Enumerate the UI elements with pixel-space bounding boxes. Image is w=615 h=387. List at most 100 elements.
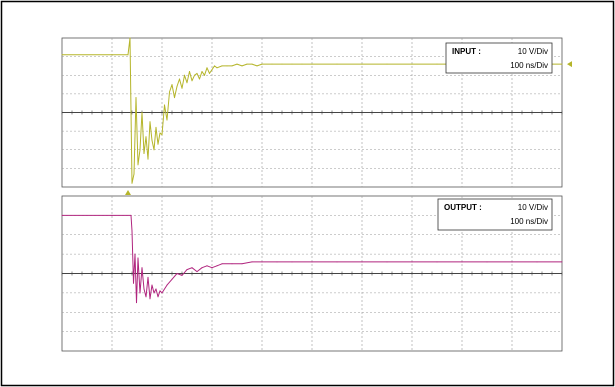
input-trace-point xyxy=(137,164,139,166)
input-trace-point xyxy=(191,80,193,82)
input-trace-point xyxy=(221,65,223,67)
input-trace-point xyxy=(291,63,293,65)
output-trace-point xyxy=(181,274,183,276)
output-trace-point xyxy=(386,261,388,263)
input-trace-point xyxy=(147,158,149,160)
input-volts-per-div: 10 V/Div xyxy=(518,47,548,56)
input-trace-point xyxy=(141,112,143,113)
output-trace-point xyxy=(131,230,133,232)
output-trace-point xyxy=(536,261,538,263)
output-trace-point xyxy=(136,302,137,304)
input-trace-point xyxy=(155,126,157,128)
input-trace-point xyxy=(179,78,180,80)
output-trace-point xyxy=(261,261,263,263)
input-trace-point xyxy=(199,78,200,80)
input-trace-point xyxy=(153,149,155,151)
output-trace-point xyxy=(216,265,218,267)
input-trace-point xyxy=(149,121,151,123)
input-time-per-div: 100 ns/Div xyxy=(510,61,548,70)
output-trace-point xyxy=(231,263,233,265)
output-trace-point xyxy=(191,267,193,269)
input-trace-point xyxy=(261,63,263,65)
input-trace-point xyxy=(184,74,185,76)
input-trace-point xyxy=(131,182,133,184)
input-trace-point xyxy=(174,97,175,99)
input-trace-point xyxy=(281,63,283,65)
output-trace-point xyxy=(133,282,134,284)
output-trace-point xyxy=(206,265,208,267)
input-trace-point xyxy=(211,69,213,71)
output-trace-point xyxy=(139,292,141,294)
input-trace-point xyxy=(256,65,258,67)
input-trace-point xyxy=(201,71,203,72)
output-trace-point xyxy=(134,253,136,255)
input-trace-point xyxy=(135,97,137,99)
output-trace-point xyxy=(130,214,132,216)
input-trace-point xyxy=(189,71,190,72)
output-trace-point xyxy=(561,261,563,263)
output-trace-point xyxy=(291,261,293,263)
input-trace-point xyxy=(194,74,195,76)
input-trigger-marker xyxy=(125,190,131,195)
output-trace-point xyxy=(186,269,188,271)
output-trace-point xyxy=(276,261,278,263)
input-trace-point xyxy=(139,149,141,151)
input-trace-point xyxy=(196,72,198,74)
input-trace-point xyxy=(301,63,303,65)
input-trace-point xyxy=(209,72,210,74)
output-trace-point xyxy=(147,276,149,278)
input-trace-point xyxy=(161,134,163,136)
output-volts-per-div: 10 V/Div xyxy=(518,203,548,212)
input-trace-point xyxy=(231,65,233,67)
output-trace-point xyxy=(241,263,243,265)
output-trace-point xyxy=(111,214,113,216)
input-trace-point xyxy=(271,63,273,65)
output-trace-point xyxy=(161,292,163,294)
input-trace-point xyxy=(561,63,563,65)
output-trace-point xyxy=(221,263,223,265)
input-trace-point xyxy=(176,85,178,87)
input-channel-label: INPUT : xyxy=(452,47,481,56)
output-trace-point xyxy=(149,298,151,300)
input-trace-point xyxy=(246,63,248,65)
input-trace-point xyxy=(361,63,363,65)
output-trace-point xyxy=(486,261,488,263)
input-trace-point xyxy=(129,37,131,39)
output-trace-point xyxy=(196,271,198,273)
input-trace-point xyxy=(186,82,188,84)
output-trace-point xyxy=(145,296,147,298)
input-trace-point xyxy=(236,63,238,65)
output-trace-point xyxy=(436,261,438,263)
output-channel-label: OUTPUT : xyxy=(444,203,482,212)
output-trace-point xyxy=(171,278,173,280)
input-trace-point xyxy=(311,63,313,65)
input-level-marker xyxy=(567,61,572,68)
input-trace-point xyxy=(241,65,243,67)
input-trace-point xyxy=(157,143,159,145)
input-trace-point xyxy=(169,91,170,93)
output-trace-point xyxy=(143,288,145,290)
input-trace-point xyxy=(171,84,173,86)
input-trace-point xyxy=(386,63,388,65)
output-label-box xyxy=(437,198,553,231)
input-trace-point xyxy=(145,136,147,138)
input-trace-point xyxy=(166,119,168,121)
output-trace-point xyxy=(61,214,63,216)
input-trace-point xyxy=(204,74,205,76)
output-trace-point xyxy=(461,261,463,263)
output-trace-point xyxy=(361,261,363,263)
output-trace-point xyxy=(311,261,313,263)
output-trace-point xyxy=(411,261,413,263)
input-trace-point xyxy=(251,63,253,65)
input-trace-point xyxy=(436,63,438,65)
output-trace-point xyxy=(141,267,143,269)
input-trace-point xyxy=(151,139,153,141)
input-trace-point xyxy=(133,173,135,175)
input-trace-point xyxy=(214,65,215,67)
output-trace-point xyxy=(166,284,168,286)
input-trace-point xyxy=(411,63,413,65)
input-trace-point xyxy=(336,63,338,65)
input-trace-point xyxy=(216,67,218,69)
